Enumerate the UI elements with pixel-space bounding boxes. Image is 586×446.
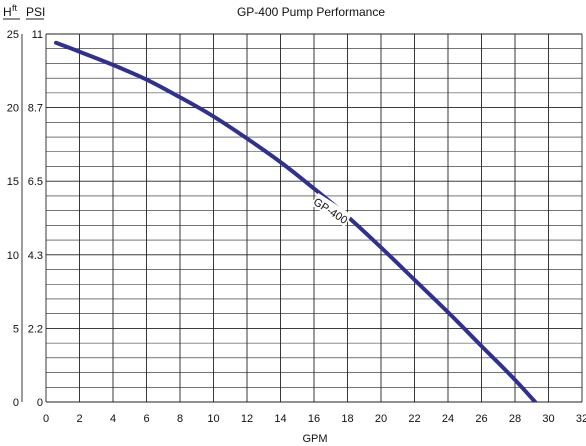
- y-tick-label-head: 15: [7, 176, 19, 188]
- y-tick-label-psi: 11: [32, 29, 43, 41]
- y-tick-label-head: 25: [7, 29, 19, 41]
- series-label-group: GP-400: [310, 193, 352, 227]
- y-tick-label-psi: 4.3: [28, 250, 43, 262]
- x-tick-label: 14: [274, 413, 286, 425]
- x-tick-label: 10: [207, 413, 219, 425]
- y-tick-label-head: 5: [13, 323, 19, 335]
- tick-labels: 0 2 4 6 8 10 12 14 16 18 20 22 24 26 28 30 320 05 2.210 4.3…: [7, 29, 586, 425]
- y-tick-label-psi: 0: [37, 397, 43, 409]
- x-tick-label: 30: [542, 413, 554, 425]
- y-tick-label-psi: 2.2: [28, 323, 43, 335]
- chart-title: GP-400 Pump Performance: [237, 5, 385, 19]
- grid: [21, 33, 583, 403]
- series-layer: GP-400: [54, 40, 538, 402]
- x-tick-label: 0: [43, 413, 49, 425]
- x-tick-label: 26: [475, 413, 487, 425]
- x-tick-label: 2: [76, 413, 82, 425]
- y-tick-label-head: 20: [7, 103, 19, 115]
- x-tick-label: 28: [509, 413, 521, 425]
- series-line-gp-400: [54, 40, 538, 402]
- y-axis-psi-label: PSI: [26, 5, 45, 19]
- y-tick-label-psi: 8.7: [28, 103, 43, 115]
- x-tick-label: 18: [341, 413, 353, 425]
- y-tick-label-head: 10: [7, 250, 19, 262]
- y-axis-head-unit: ft: [12, 3, 18, 13]
- x-tick-label: 4: [110, 413, 116, 425]
- series-label-backing: [310, 193, 352, 227]
- x-tick-label: 16: [308, 413, 320, 425]
- x-tick-label: 6: [143, 413, 149, 425]
- x-tick-label: 22: [408, 413, 420, 425]
- y-axis-header: H ft PSI: [3, 3, 45, 20]
- y-tick-label-psi: 6.5: [28, 176, 43, 188]
- y-axis-head-label: H: [3, 5, 12, 19]
- x-tick-label: 8: [177, 413, 183, 425]
- x-tick-label: 24: [442, 413, 454, 425]
- y-tick-label-head: 0: [13, 397, 19, 409]
- x-tick-label: 20: [375, 413, 387, 425]
- x-tick-label: 32: [576, 413, 586, 425]
- x-axis-label: GPM: [302, 433, 327, 445]
- x-tick-label: 12: [241, 413, 253, 425]
